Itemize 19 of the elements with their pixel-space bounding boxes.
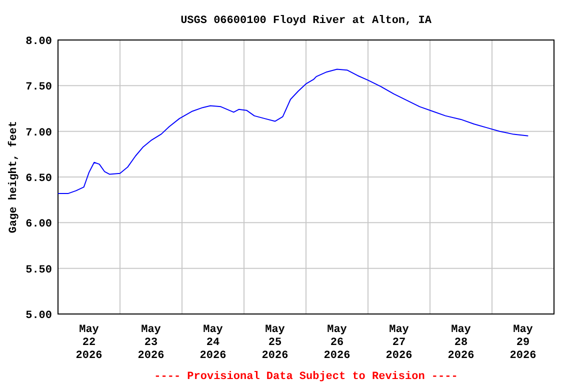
x-tick-label: May 25 2026 — [262, 324, 288, 362]
x-tick-label: May 23 2026 — [138, 324, 164, 362]
x-tick-label: May 26 2026 — [324, 324, 350, 362]
y-tick-label: 6.50 — [26, 173, 52, 185]
y-tick-label: 6.00 — [26, 218, 52, 231]
text: ---- Provisional Data Subject to Revision ---- — [154, 371, 458, 383]
x-tick-label: May 24 2026 — [200, 324, 226, 362]
chart-title: USGS 06600100 Floyd River at Alton, IA — [180, 15, 432, 27]
x-tick-label: May 29 2026 — [510, 324, 536, 362]
line-series — [58, 68, 529, 194]
y-tick-label: 5.00 — [26, 310, 52, 322]
y-tick-label: 8.00 — [26, 36, 52, 48]
x-tick-label: May 28 2026 — [448, 324, 474, 362]
y-tick-label: 7.50 — [26, 82, 52, 94]
y-tick-label: 5.50 — [26, 264, 52, 276]
y-tick-label: 7.00 — [26, 127, 52, 140]
y-axis-title: Gage height, feet — [7, 120, 20, 234]
x-tick-label: May 27 2026 — [386, 324, 412, 362]
x-tick-label: May 22 2026 — [76, 324, 102, 362]
